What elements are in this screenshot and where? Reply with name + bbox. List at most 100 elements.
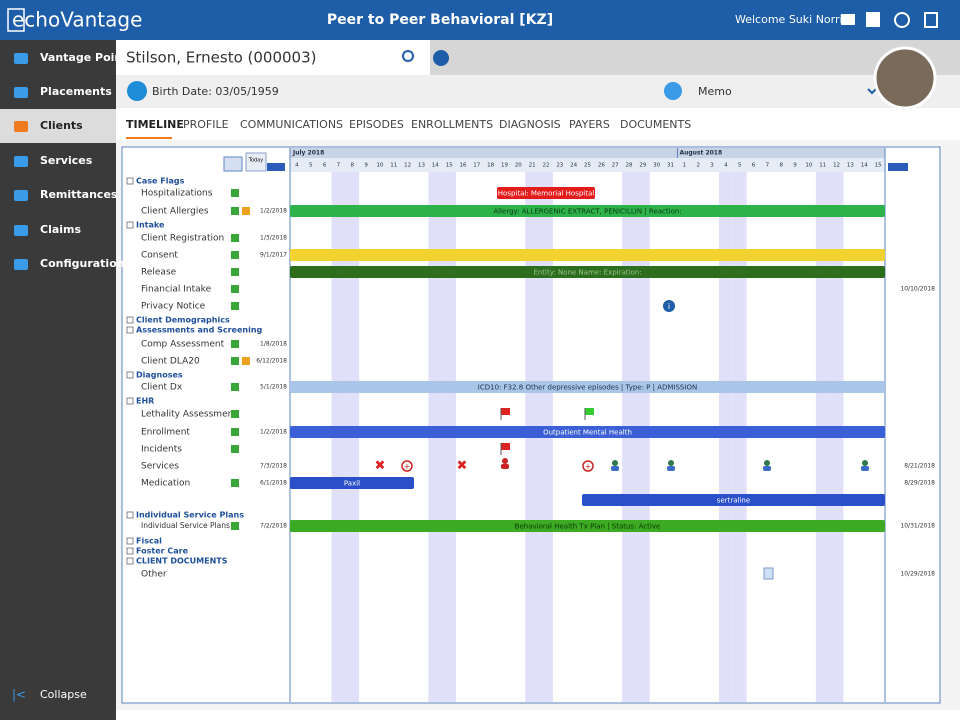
add-button[interactable] [231, 234, 239, 242]
add-button[interactable] [231, 251, 239, 259]
prev-button[interactable] [267, 163, 285, 171]
timeline-bar[interactable] [290, 520, 885, 532]
service-icon[interactable] [401, 460, 413, 472]
add-button[interactable] [231, 285, 239, 293]
info-i: i [668, 302, 670, 311]
tab[interactable]: COMMUNICATIONS [240, 118, 343, 131]
nav-item[interactable]: Remittances [40, 188, 118, 201]
group-toggle[interactable] [126, 557, 134, 565]
timeline-bar[interactable] [290, 205, 885, 217]
flag-icon[interactable] [585, 408, 594, 415]
today-button[interactable] [245, 152, 267, 172]
add-button[interactable] [231, 302, 239, 310]
person-body [667, 466, 675, 471]
timeline-bar[interactable] [497, 187, 595, 199]
tab[interactable]: DIAGNOSIS [499, 118, 561, 131]
timeline-bar[interactable] [582, 494, 885, 506]
flag-icon[interactable] [501, 443, 510, 450]
group-toggle[interactable] [126, 326, 134, 334]
search-icon[interactable] [402, 50, 414, 62]
timeline-bar[interactable] [290, 477, 414, 489]
add-button[interactable] [231, 428, 239, 436]
group-toggle[interactable] [126, 316, 134, 324]
end-date: 8/21/2018 [904, 463, 935, 470]
calendar-button[interactable] [223, 156, 243, 172]
group-toggle[interactable] [126, 547, 134, 555]
nav-item[interactable]: Placements [40, 85, 112, 98]
person-icon[interactable] [862, 460, 868, 466]
group-toggle[interactable] [126, 511, 134, 519]
logout-icon[interactable] [924, 12, 938, 28]
add-button[interactable] [231, 479, 239, 487]
group-toggle[interactable] [126, 221, 134, 229]
add-button[interactable] [231, 189, 239, 197]
month-row [290, 148, 885, 158]
nav-item[interactable]: Clients [40, 119, 83, 132]
service-icon[interactable] [582, 460, 594, 472]
flag-icon[interactable] [501, 408, 510, 415]
person-icon[interactable] [668, 460, 674, 466]
timeline-bar[interactable] [290, 381, 885, 393]
bar-label: Paxil [344, 480, 360, 488]
group-toggle[interactable] [126, 537, 134, 545]
add-button[interactable] [231, 207, 239, 215]
collapse[interactable]: Collapse [40, 688, 87, 701]
edit-button[interactable] [242, 357, 250, 365]
person-icon[interactable] [502, 458, 508, 464]
group-toggle[interactable] [126, 397, 134, 405]
group-toggle[interactable] [126, 177, 134, 185]
person-icon[interactable] [764, 460, 770, 466]
memo[interactable]: Memo [698, 85, 732, 98]
tab[interactable]: PAYERS [569, 118, 610, 131]
day: 16 [459, 163, 466, 169]
add-button[interactable] [231, 383, 239, 391]
timeline-bar[interactable] [290, 249, 885, 261]
bar-label: ICD10: F32.8 Other depressive episodes |… [478, 384, 697, 392]
help-icon[interactable] [894, 12, 910, 28]
info-icon[interactable] [663, 300, 675, 312]
row-label: Client Dx [141, 383, 183, 393]
edit-button[interactable] [242, 207, 250, 215]
add-icon[interactable] [433, 50, 449, 66]
document-icon[interactable] [763, 567, 774, 580]
add-button[interactable] [231, 445, 239, 453]
cancel-icon[interactable]: ✖ [375, 459, 386, 474]
row-label: Privacy Notice [141, 302, 206, 312]
bar-label: sertraline [717, 497, 750, 505]
tab[interactable]: TIMELINE [126, 118, 184, 131]
add-button[interactable] [231, 340, 239, 348]
day: 23 [556, 163, 563, 169]
row-label: Release [141, 268, 177, 278]
next-button[interactable] [888, 163, 908, 171]
nav-item[interactable]: Configuration [40, 257, 125, 270]
day: 13 [847, 163, 854, 169]
day: 20 [515, 163, 522, 169]
add-button[interactable] [231, 357, 239, 365]
tab[interactable]: PROFILE [183, 118, 229, 131]
mail-icon[interactable] [841, 14, 855, 25]
nav-item[interactable]: Vantage Point [40, 51, 128, 64]
nav-item[interactable]: Claims [40, 223, 81, 236]
row-label: Other [141, 570, 167, 580]
add-button[interactable] [231, 522, 239, 530]
add-button[interactable] [231, 268, 239, 276]
month: August 2018 [679, 150, 722, 157]
report-icon[interactable] [866, 12, 880, 27]
today-label[interactable]: Today [248, 158, 264, 164]
tab[interactable]: EPISODES [349, 118, 404, 131]
nav-item[interactable]: Services [40, 154, 93, 167]
cancel-icon[interactable]: ✖ [457, 459, 468, 474]
add-button[interactable] [231, 410, 239, 418]
bar-label: Allergy: ALLERGENIC EXTRACT, PENICILLIN … [493, 208, 681, 216]
chevron[interactable] [867, 88, 877, 95]
row-date: 7/2/2018 [260, 523, 287, 530]
group-toggle[interactable] [126, 371, 134, 379]
person-icon[interactable] [612, 460, 618, 466]
memo-icon[interactable] [664, 82, 682, 100]
client-name: Stilson, Ernesto (000003) [126, 49, 317, 67]
tab[interactable]: ENROLLMENTS [411, 118, 493, 131]
tab[interactable]: DOCUMENTS [620, 118, 691, 131]
timeline-bar[interactable] [290, 266, 885, 278]
day: 15 [446, 163, 453, 169]
timeline-bar[interactable] [290, 426, 885, 438]
